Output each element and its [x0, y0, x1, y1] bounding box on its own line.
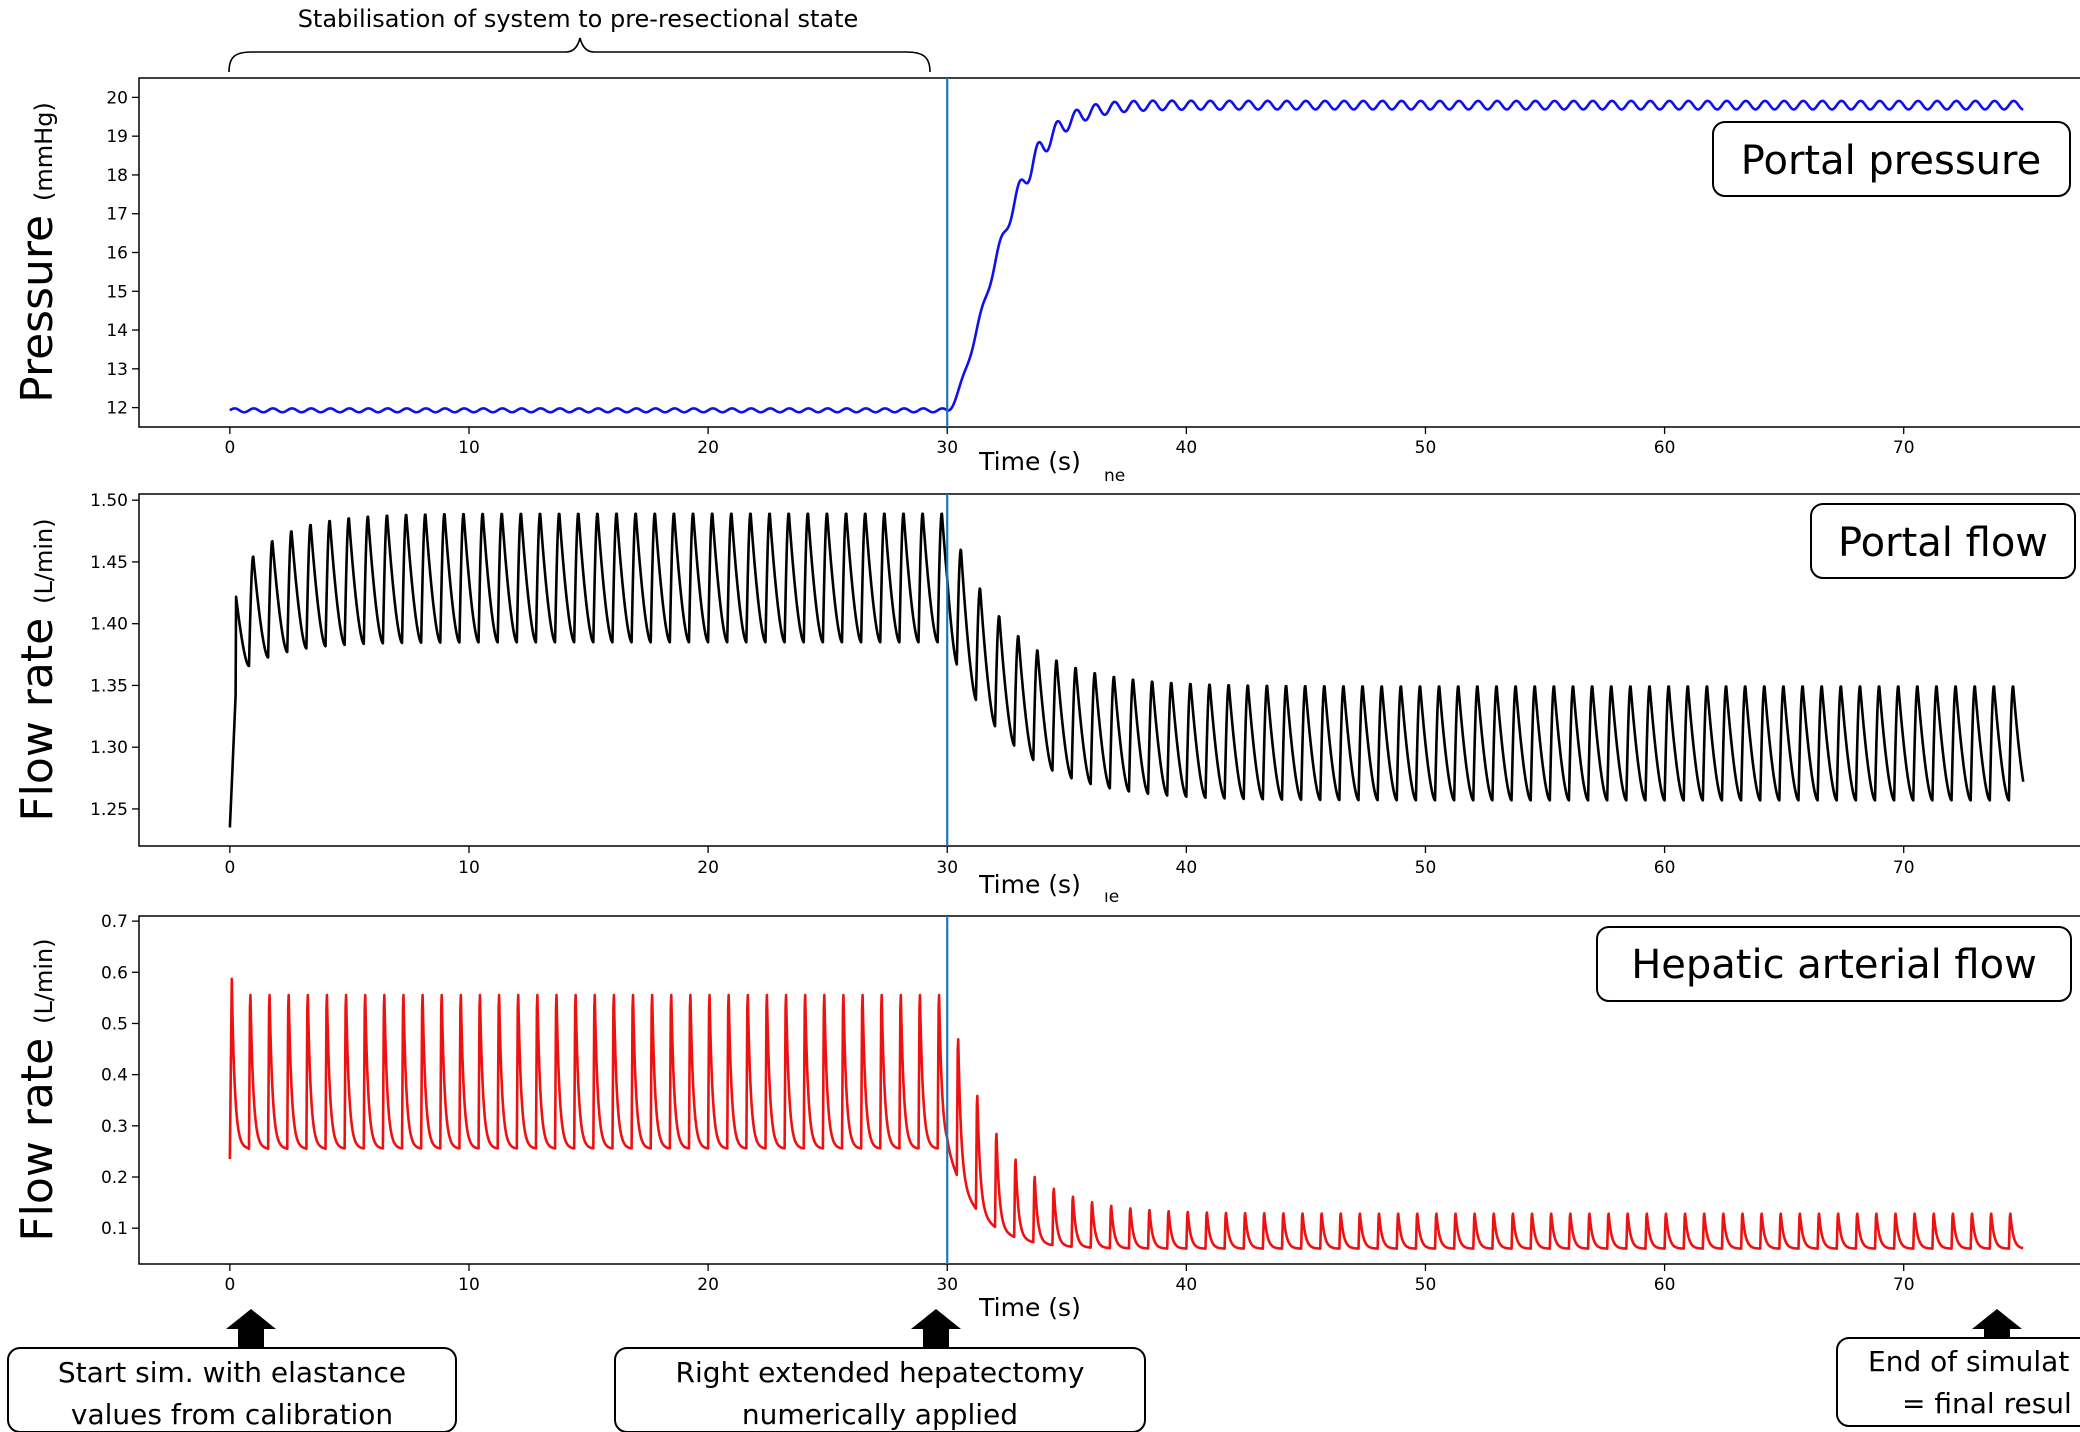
y-tick-label: 12 [106, 399, 128, 419]
event-annotation: Right extended hepatectomy numerically a… [614, 1309, 1146, 1432]
up-arrow-icon [226, 1309, 276, 1350]
x-tick-label: 30 [936, 1275, 958, 1295]
brace-shape [228, 37, 931, 73]
y-tick-label: 16 [106, 244, 128, 264]
start-annotation-line-2: values from calibration [71, 1398, 393, 1431]
y-tick-label: 15 [106, 282, 128, 302]
end-annotation-line-2: = final resul [1902, 1387, 2072, 1420]
y-tick-label: 1.25 [90, 800, 128, 820]
series-line-portal-flow [228, 512, 2025, 828]
panel-title-arterial-flow: Hepatic arterial flow [1631, 942, 2037, 988]
x-tick-label: 30 [936, 438, 958, 458]
start-annotation-line-1: Start sim. with elastance [58, 1356, 406, 1389]
up-arrow-icon [911, 1309, 961, 1350]
y-tick-label: 0.4 [101, 1066, 128, 1086]
x-tick-label: 70 [1893, 438, 1915, 458]
y-tick-label: 0.7 [101, 912, 128, 932]
panel-arterial-flow: 0 10 20 30 40 50 60 70 0.1 0.2 0.3 0.4 0.5 0.6 0.7 Time… [12, 912, 2080, 1322]
x-tick-label: 40 [1176, 438, 1198, 458]
x-axis-label: Time (s) [978, 447, 1081, 476]
stray-fragment-2: ıe [1104, 887, 1119, 907]
y-tick-label: 1.45 [90, 553, 128, 573]
y-tick-label: 13 [106, 360, 128, 380]
x-tick-label: 20 [697, 858, 719, 878]
series-line-pressure [229, 99, 2025, 414]
panel-title-pressure: Portal pressure [1741, 138, 2041, 184]
x-tick-label: 0 [224, 858, 235, 878]
x-tick-label: 60 [1654, 438, 1676, 458]
x-tick-label: 50 [1415, 1275, 1437, 1295]
y-axis-label: Pressure (mmHg) [12, 102, 63, 403]
x-tick-label: 50 [1415, 438, 1437, 458]
y-tick-label: 0.3 [101, 1117, 128, 1137]
series-line-arterial-flow [228, 977, 2025, 1250]
panel-title-portal-flow: Portal flow [1838, 520, 2048, 566]
panel-portal-flow: 0 10 20 30 40 50 60 70 1.25 1.30 1.35 1.40 1.45 1.50 T… [12, 491, 2080, 899]
x-tick-label: 70 [1893, 858, 1915, 878]
end-annotation: End of simulat = final resul [1836, 1309, 2080, 1427]
title-box-pressure: Portal pressure [1712, 121, 2071, 197]
x-tick-label: 50 [1415, 858, 1437, 878]
x-tick-label: 0 [224, 1275, 235, 1295]
stray-fragment-1: ne [1104, 466, 1125, 486]
stabilisation-brace: Stabilisation of system to pre-resection… [228, 5, 931, 73]
x-tick-label: 40 [1176, 1275, 1198, 1295]
y-axis-label: Flow rate (L/min) [12, 518, 63, 821]
x-tick-label: 10 [458, 1275, 480, 1295]
x-tick-label: 70 [1893, 1275, 1915, 1295]
y-tick-label: 17 [106, 205, 128, 225]
event-annotation-line-1: Right extended hepatectomy [675, 1356, 1084, 1389]
x-tick-label: 10 [458, 858, 480, 878]
title-box-portal-flow: Portal flow [1810, 503, 2076, 579]
axes-frame [138, 915, 2080, 1265]
y-tick-label: 1.40 [90, 615, 128, 635]
x-axis-label: Time (s) [978, 870, 1081, 899]
panels: 0 10 20 30 40 50 60 70 12 13 14 15 16 17 18 19 20 Time (s… [12, 77, 2080, 1322]
y-tick-label: 19 [106, 127, 128, 147]
x-tick-label: 20 [697, 438, 719, 458]
x-tick-label: 20 [697, 1275, 719, 1295]
x-tick-label: 40 [1176, 858, 1198, 878]
y-tick-label: 20 [106, 88, 128, 108]
x-tick-label: 0 [224, 438, 235, 458]
y-tick-label: 0.5 [101, 1014, 128, 1034]
y-axis-label: Flow rate (L/min) [12, 938, 63, 1241]
panel-pressure: 0 10 20 30 40 50 60 70 12 13 14 15 16 17 18 19 20 Time (s… [12, 77, 2080, 476]
y-tick-label: 14 [106, 321, 128, 341]
y-tick-label: 0.6 [101, 963, 128, 983]
y-tick-label: 1.50 [90, 491, 128, 511]
x-tick-label: 60 [1654, 858, 1676, 878]
y-tick-label: 0.2 [101, 1168, 128, 1188]
x-tick-label: 30 [936, 858, 958, 878]
y-tick-label: 18 [106, 166, 128, 186]
x-tick-label: 10 [458, 438, 480, 458]
y-tick-label: 0.1 [101, 1219, 128, 1239]
title-box-arterial-flow: Hepatic arterial flow [1596, 926, 2072, 1002]
end-annotation-line-1: End of simulat [1868, 1345, 2069, 1378]
y-tick-label: 1.35 [90, 676, 128, 696]
event-annotation-line-2: numerically applied [742, 1398, 1018, 1431]
start-annotation: Start sim. with elastance values from ca… [7, 1309, 457, 1432]
x-tick-label: 60 [1654, 1275, 1676, 1295]
axes-frame [138, 493, 2080, 847]
y-tick-label: 1.30 [90, 738, 128, 758]
brace-label: Stabilisation of system to pre-resection… [298, 5, 859, 33]
x-axis-label: Time (s) [978, 1293, 1081, 1322]
